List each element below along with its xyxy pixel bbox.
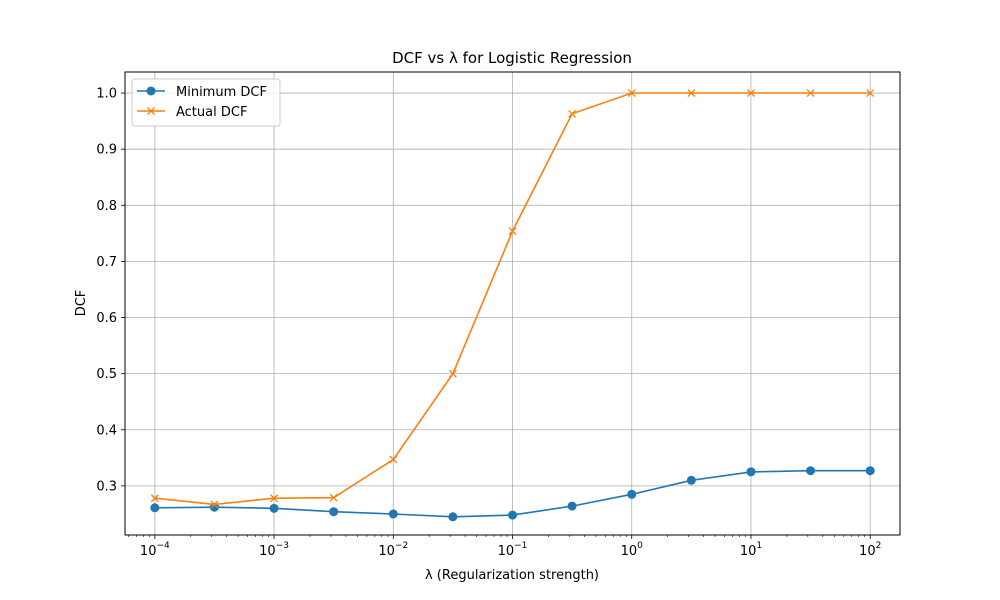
y-tick-label: 0.9 bbox=[96, 143, 117, 158]
data-point-actual-dcf bbox=[687, 89, 696, 98]
y-tick-label: 0.7 bbox=[96, 255, 117, 270]
data-point-actual-dcf bbox=[747, 89, 755, 98]
x-tick-label: 100 bbox=[621, 541, 644, 559]
x-tick-label: 102 bbox=[859, 541, 881, 559]
data-point-minimum-dcf bbox=[329, 507, 339, 517]
legend-box bbox=[131, 78, 281, 127]
data-point-minimum-dcf bbox=[448, 512, 458, 522]
x-tick-label: 101 bbox=[740, 541, 762, 559]
data-point-minimum-dcf bbox=[627, 489, 637, 499]
legend-marker-actual-dcf bbox=[147, 107, 155, 115]
y-tick-label: 0.6 bbox=[96, 311, 117, 326]
chart-title: DCF vs λ for Logistic Regression bbox=[392, 49, 632, 67]
data-point-minimum-dcf bbox=[746, 467, 756, 477]
data-point-minimum-dcf bbox=[508, 510, 518, 520]
y-tick-label: 0.4 bbox=[96, 423, 117, 438]
y-tick-label: 0.5 bbox=[96, 367, 117, 382]
x-tick-label: 10−3 bbox=[259, 541, 289, 559]
data-point-actual-dcf bbox=[568, 109, 577, 118]
y-tick-label: 0.3 bbox=[96, 479, 117, 494]
data-point-actual-dcf bbox=[508, 227, 517, 236]
data-point-minimum-dcf bbox=[150, 503, 160, 513]
x-axis-label: λ (Regularization strength) bbox=[425, 568, 599, 583]
legend-label-min-dcf: Minimum DCF bbox=[176, 85, 267, 100]
data-point-actual-dcf bbox=[627, 89, 636, 98]
data-point-minimum-dcf bbox=[686, 475, 696, 485]
x-axis: 10−4 10−3 10−2 10−1 100 101 102 bbox=[128, 535, 881, 559]
data-point-actual-dcf bbox=[448, 369, 457, 378]
y-axis: 0.3 0.4 0.5 0.6 0.7 0.8 0.9 1.0 bbox=[96, 87, 125, 494]
y-tick-label: 1.0 bbox=[96, 87, 117, 102]
data-point-minimum-dcf bbox=[806, 466, 816, 476]
data-point-minimum-dcf bbox=[567, 501, 577, 511]
series-layer bbox=[150, 89, 875, 522]
y-axis-label: DCF bbox=[74, 290, 89, 317]
data-point-minimum-dcf bbox=[865, 466, 875, 476]
data-point-actual-dcf bbox=[210, 500, 219, 509]
data-point-actual-dcf bbox=[270, 494, 279, 503]
legend: Minimum DCF Actual DCF bbox=[131, 78, 281, 127]
x-tick-label: 10−4 bbox=[140, 541, 170, 559]
x-tick-label: 10−1 bbox=[498, 541, 528, 559]
data-point-actual-dcf bbox=[389, 455, 398, 464]
data-point-actual-dcf bbox=[806, 89, 815, 98]
data-point-actual-dcf bbox=[150, 494, 159, 503]
data-point-actual-dcf bbox=[866, 89, 875, 98]
data-point-minimum-dcf bbox=[388, 509, 398, 519]
data-point-actual-dcf bbox=[329, 493, 338, 502]
data-point-minimum-dcf bbox=[269, 503, 279, 513]
legend-label-actual-dcf: Actual DCF bbox=[176, 105, 247, 120]
y-tick-label: 0.8 bbox=[96, 199, 117, 214]
legend-marker-min-dcf bbox=[146, 86, 156, 96]
x-tick-label: 10−2 bbox=[378, 541, 408, 559]
